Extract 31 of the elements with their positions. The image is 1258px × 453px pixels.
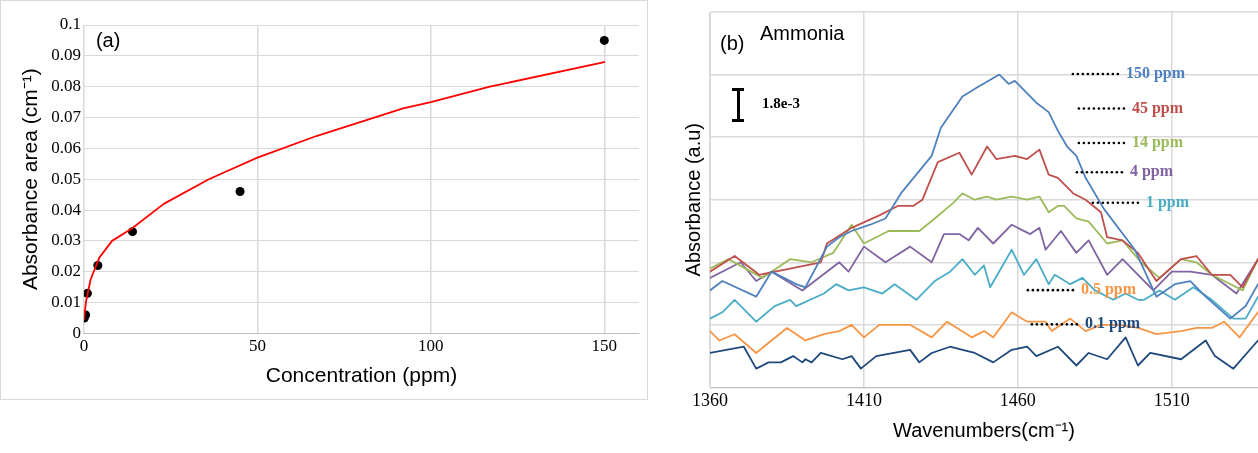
y-tick-label: 0.07: [51, 106, 82, 126]
annotation: 1.8e-3: [762, 94, 800, 111]
y-tick-label: 0.01: [51, 292, 81, 312]
chart-title: Ammonia: [760, 21, 846, 44]
x-tick-label: 100: [418, 336, 444, 356]
x-tick-label: 150: [591, 336, 618, 356]
text: 14 ppm: [1131, 133, 1184, 152]
text: 45 ppm: [1131, 98, 1184, 117]
x-tick-label: 1460: [999, 389, 1036, 410]
y-tick-label: 0: [72, 322, 81, 342]
text: 150 ppm: [1125, 64, 1186, 83]
y-tick-label: 0.08: [51, 76, 81, 96]
x-axis-title: Concentration (ppm): [265, 363, 458, 387]
x-tick-label: 1410: [845, 389, 882, 410]
y-tick-label: 0.05: [51, 168, 81, 188]
x-tick-label: 1360: [692, 389, 728, 410]
y-axis-title: Absorbance area (cm⁻¹): [18, 68, 42, 291]
y-tick-label: 0.04: [51, 199, 82, 219]
y-tick-label: 0.1: [59, 14, 81, 34]
x-axis-title: Wavenumbers(cm⁻¹): [893, 418, 1075, 441]
text: 4 ppm: [1129, 162, 1174, 181]
text: 1 ppm: [1145, 192, 1190, 211]
y-tick-label: 0.06: [51, 137, 81, 157]
x-tick-label: 1510: [1153, 389, 1190, 410]
y-tick-label: 0.02: [51, 261, 81, 281]
annotation: (a): [95, 28, 121, 51]
y-tick-label: 0.09: [51, 45, 81, 65]
x-tick-label: 50: [248, 336, 266, 356]
y-axis-title: Absorbance (a.u): [681, 122, 704, 277]
text: (b): [720, 31, 745, 54]
y-tick-label: 0.03: [51, 230, 81, 250]
